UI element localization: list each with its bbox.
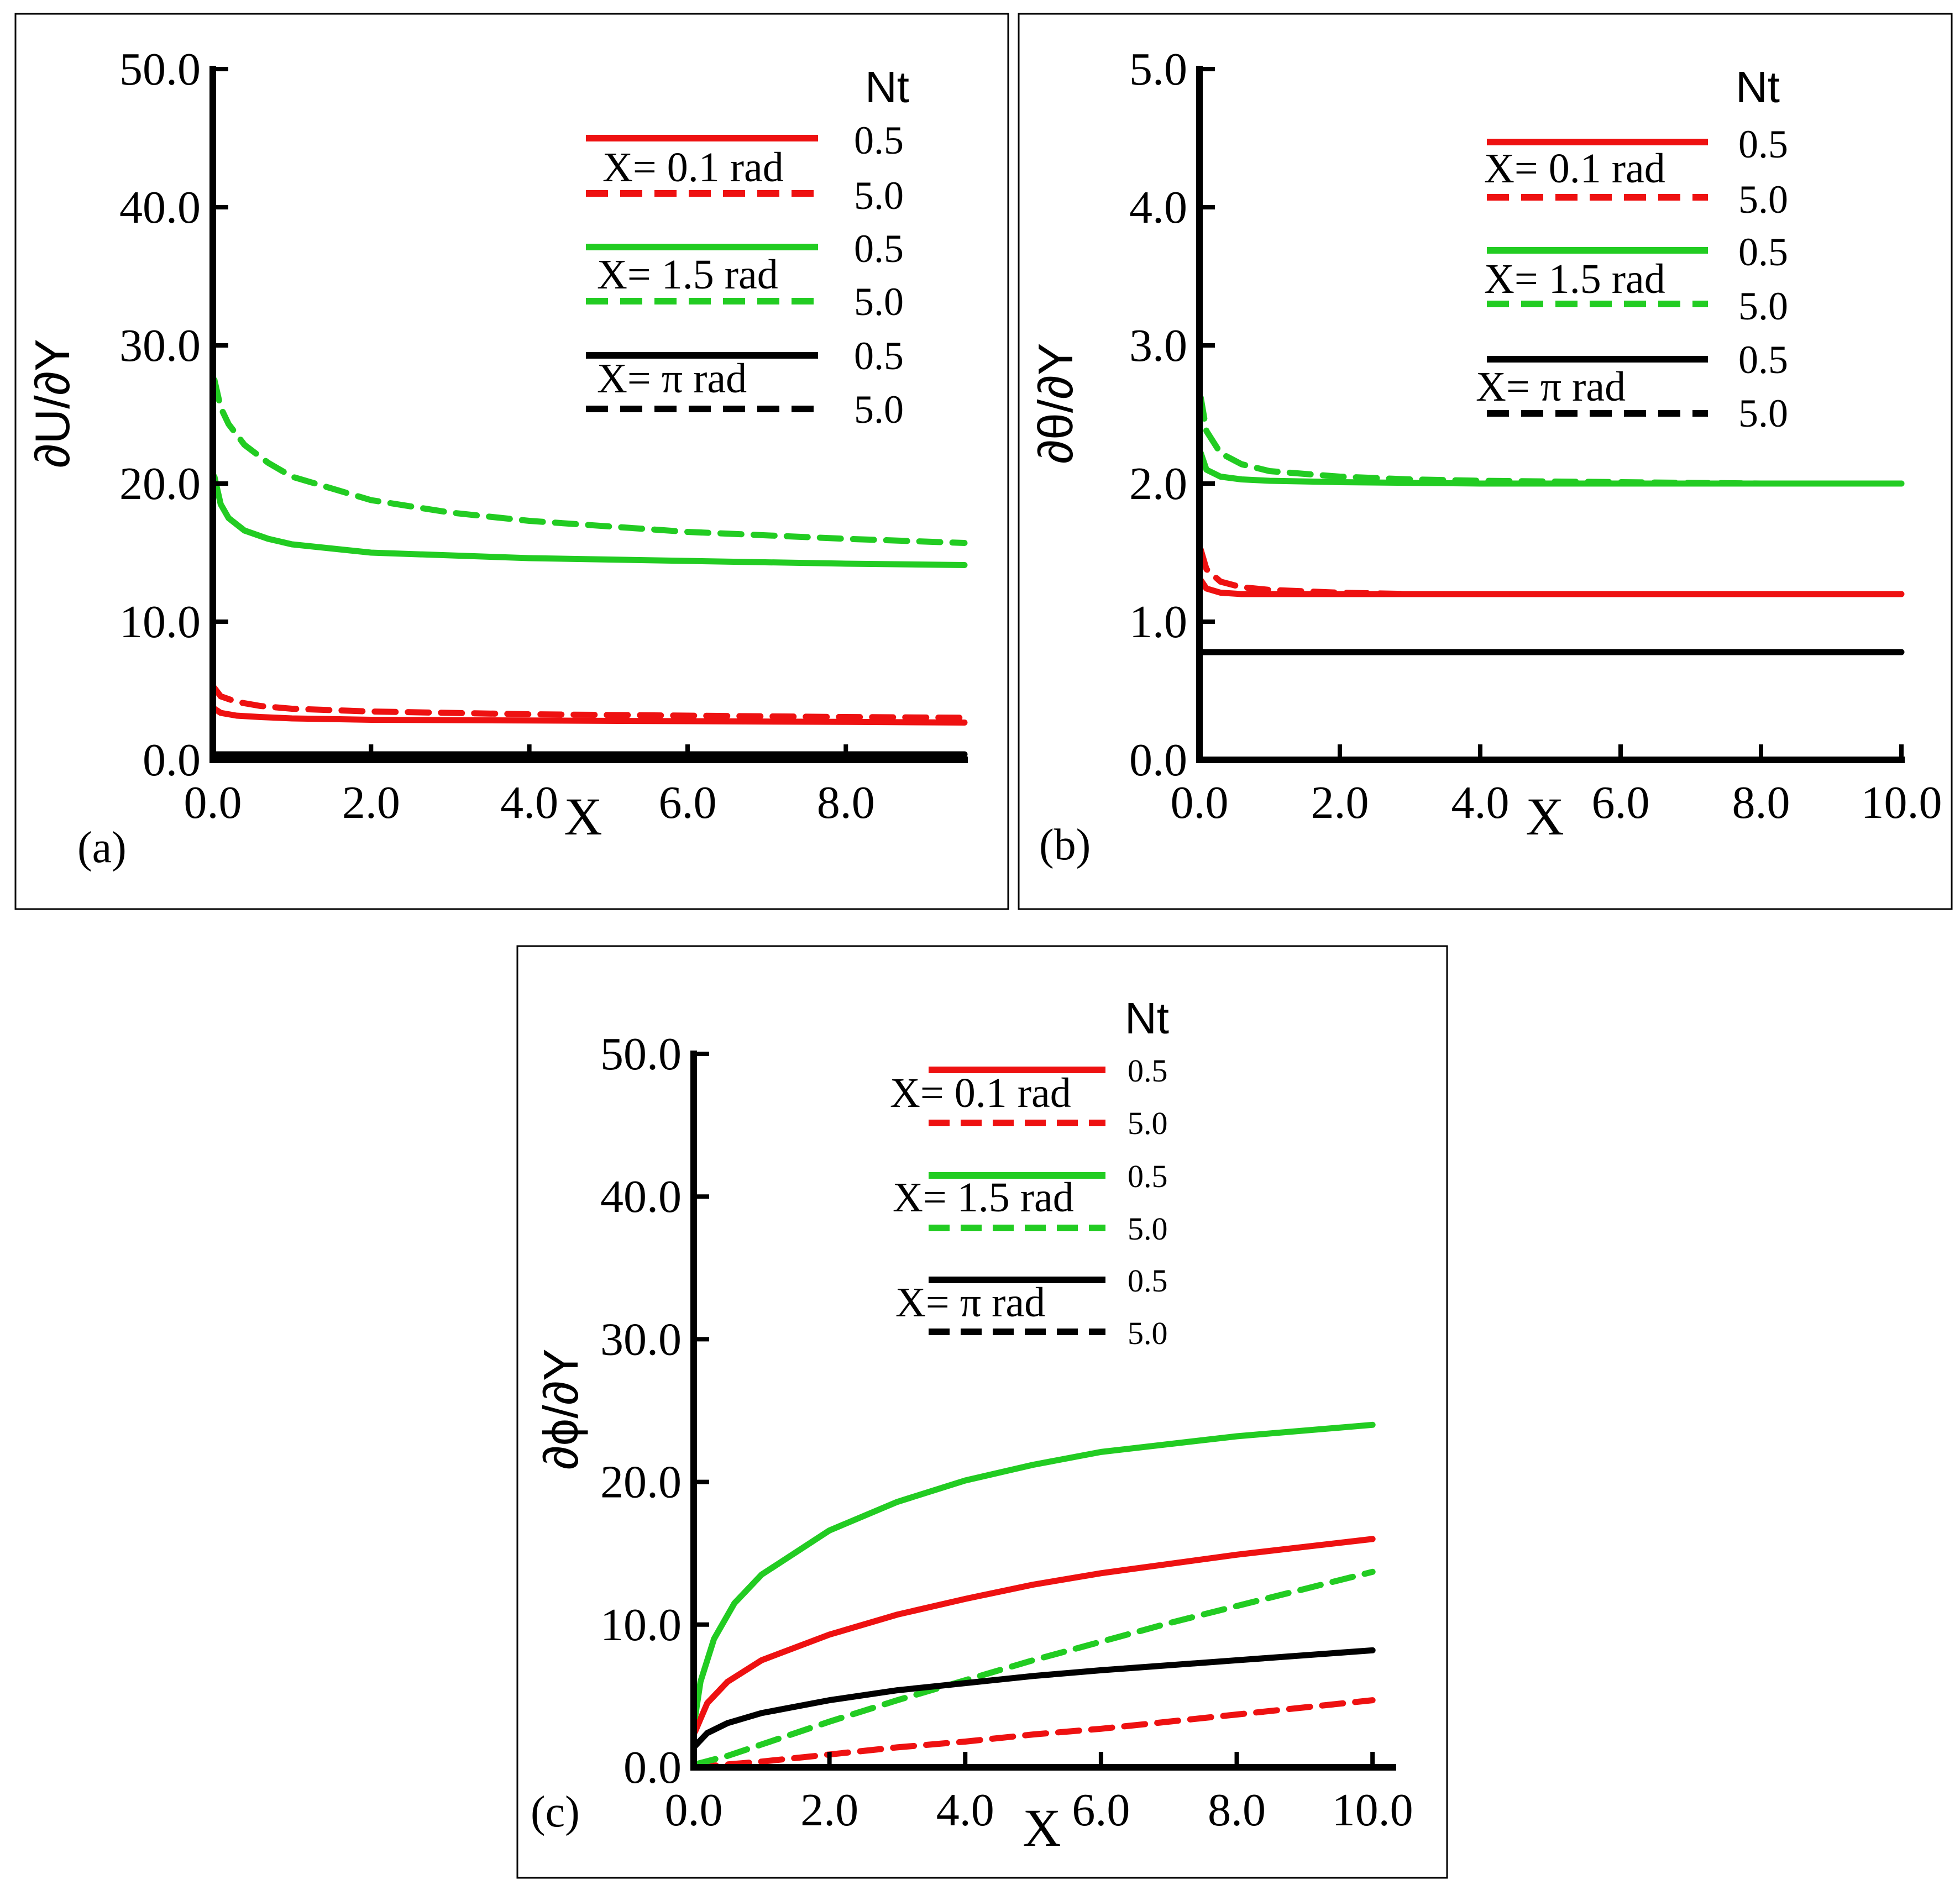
legend-group-label: X= 0.1 rad (1484, 145, 1665, 192)
series-line-red-solid (692, 1536, 1376, 1735)
panel-label: (a) (77, 823, 127, 872)
y-tick-label: 30.0 (600, 1314, 682, 1365)
y-tick-label: 40.0 (119, 182, 201, 233)
legend-value: 0.5 (854, 118, 904, 162)
x-tick-label: 0.0 (665, 1784, 723, 1836)
x-tick-label: 4.0 (1451, 777, 1510, 828)
panel-label: (b) (1039, 821, 1091, 869)
y-tick-label: 5.0 (1129, 44, 1187, 95)
x-tick-label: 0.0 (184, 777, 242, 828)
legend-group-label: X= π rad (895, 1279, 1045, 1326)
y-tick-label: 3.0 (1129, 320, 1187, 371)
legend-group-label: X= 1.5 rad (597, 251, 778, 298)
legend-value: 0.5 (854, 227, 904, 271)
series-line-red-solid (211, 706, 968, 726)
legend-value: 5.0 (1738, 391, 1788, 435)
x-tick-label: 10.0 (1332, 1784, 1413, 1836)
series-line-green-dashed (211, 377, 968, 546)
y-tick-label: 10.0 (119, 596, 201, 648)
series-line-green-dashed (692, 1568, 1376, 1768)
y-tick-label: 4.0 (1129, 182, 1187, 233)
series-line-black-solid (692, 1647, 1376, 1749)
x-tick-label: 6.0 (1592, 777, 1650, 828)
y-tick-label: 0.0 (1129, 734, 1187, 786)
x-axis-title: X (1023, 1798, 1061, 1857)
chart-panel-c: 0.0 10.0 20.0 30.0 40.0 50.0 0.0 2.0 4.0 6.0 8.0 10… (531, 994, 1413, 1857)
legend-value: 5.0 (854, 387, 904, 432)
legend-group-label: X= 1.5 rad (893, 1174, 1074, 1221)
legend-value: 0.5 (1738, 338, 1788, 382)
legend-group-label: X= π rad (597, 355, 747, 402)
x-tick-label: 6.0 (658, 777, 716, 828)
chart-panel-a: 0.0 10.0 20.0 30.0 40.0 50.0 0.0 2.0 4.0 6.0 8.0 ∂… (25, 44, 968, 872)
legend-header: Nt (1125, 994, 1169, 1043)
x-tick-label: 4.0 (936, 1784, 994, 1836)
legend-group-label: X= 0.1 rad (890, 1070, 1071, 1116)
panel-c-frame (516, 945, 1448, 1879)
x-tick-label: 8.0 (1208, 1784, 1266, 1836)
x-tick-label: 6.0 (1072, 1784, 1130, 1836)
legend-group-label: X= π rad (1476, 364, 1626, 410)
legend-value: 5.0 (1128, 1211, 1168, 1247)
legend-value: 5.0 (1738, 284, 1788, 328)
y-tick-label: 20.0 (600, 1457, 682, 1508)
y-tick-label: 50.0 (119, 44, 201, 95)
legend-value: 0.5 (1128, 1053, 1168, 1089)
legend-value: 5.0 (1128, 1315, 1168, 1351)
legend-value: 5.0 (1128, 1105, 1168, 1141)
y-axis-title: ∂U/∂Y (25, 339, 80, 468)
legend-value: 5.0 (854, 280, 904, 324)
series-line-green-solid (692, 1421, 1376, 1721)
y-axis-title: ∂θ/∂Y (1028, 343, 1083, 464)
legend-value: 5.0 (854, 174, 904, 218)
series-line-red-dashed (692, 1697, 1376, 1771)
series-line-red-dashed (211, 685, 968, 721)
x-axis-title: X (1526, 787, 1564, 846)
y-tick-label: 0.0 (143, 734, 201, 786)
x-tick-label: 4.0 (500, 777, 558, 828)
panel-label: (c) (531, 1788, 580, 1836)
series-line-red-dashed (1198, 547, 1905, 597)
y-tick-label: 2.0 (1129, 458, 1187, 510)
series-line-green-dashed (1198, 395, 1905, 487)
y-tick-label: 0.0 (623, 1742, 682, 1793)
y-tick-label: 30.0 (119, 320, 201, 371)
legend-value: 0.5 (1128, 1263, 1168, 1299)
x-tick-label: 8.0 (1732, 777, 1790, 828)
x-tick-label: 10.0 (1861, 777, 1942, 828)
legend-value: 0.5 (854, 334, 904, 378)
y-tick-label: 10.0 (600, 1599, 682, 1651)
x-tick-label: 2.0 (1311, 777, 1369, 828)
chart-panel-b: 0.0 1.0 2.0 3.0 4.0 5.0 0.0 2.0 4.0 6.0 8.0 10.0 ∂θ… (1028, 44, 1942, 869)
y-tick-label: 1.0 (1129, 596, 1187, 648)
x-tick-label: 2.0 (342, 777, 400, 828)
x-tick-label: 8.0 (817, 777, 875, 828)
legend-value: 5.0 (1738, 177, 1788, 222)
legend-value: 0.5 (1738, 122, 1788, 166)
y-axis-title: ∂ϕ/∂Y (533, 1348, 588, 1469)
legend-group-label: X= 0.1 rad (602, 144, 784, 191)
legend-value: 0.5 (1738, 230, 1788, 274)
x-axis-title: X (564, 787, 602, 846)
y-tick-label: 40.0 (600, 1171, 682, 1222)
y-tick-label: 50.0 (600, 1028, 682, 1080)
series-line-green-solid (211, 474, 968, 568)
y-tick-label: 20.0 (119, 458, 201, 510)
legend-header: Nt (865, 62, 909, 112)
legend-value: 0.5 (1128, 1158, 1168, 1194)
legend-header: Nt (1736, 62, 1780, 112)
x-tick-label: 2.0 (800, 1784, 858, 1836)
x-tick-label: 0.0 (1171, 777, 1229, 828)
legend-group-label: X= 1.5 rad (1484, 256, 1665, 302)
